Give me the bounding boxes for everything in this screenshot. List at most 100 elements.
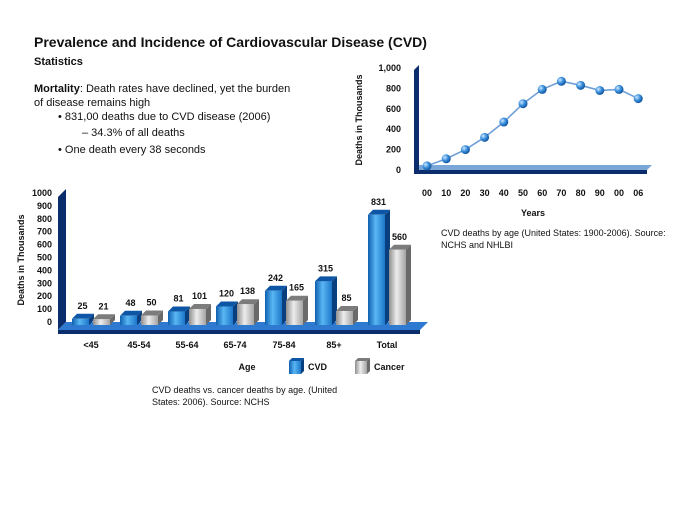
bullet-death-frequency: • One death every 38 seconds [58, 144, 206, 156]
slide-subtitle: Statistics [34, 56, 83, 68]
bar-cvd-side [89, 313, 94, 325]
bar-cancer-value-label: 138 [240, 286, 255, 296]
line-floor-top [414, 165, 652, 170]
bar-cancer-value-label: 85 [341, 293, 351, 303]
legend-swatch-side [367, 358, 370, 374]
line-point [480, 132, 490, 142]
legend-label-cvd: CVD [308, 362, 328, 372]
bar-cancer-side [353, 306, 358, 325]
line-wall [414, 65, 419, 174]
legend-swatch-cvd [289, 361, 301, 374]
line-point [460, 145, 470, 155]
bar-cvd-top [216, 301, 238, 307]
bar-cancer [141, 315, 158, 325]
legend-swatch-side [301, 358, 304, 374]
bar-cancer [189, 308, 206, 325]
mortality-label: Mortality [34, 83, 80, 95]
bar-cancer-top [189, 303, 211, 309]
line-point [576, 80, 586, 90]
line-ytick-label: 1,000 [378, 63, 401, 73]
bar-cancer-top [286, 295, 308, 301]
line-yaxis-label: Deaths in Thousands [354, 74, 364, 165]
bar-cancer-top [336, 306, 358, 312]
line-xtick-label: 50 [518, 188, 528, 198]
bar-cancer-top [141, 310, 163, 316]
bar-cvd-value-label: 81 [173, 294, 183, 304]
bar-cvd-top [168, 306, 190, 312]
line-ytick-label: 400 [386, 124, 401, 134]
bar-chart-caption: CVD deaths vs. cancer deaths by age. (Un… [152, 385, 338, 407]
bar-cvd-value-label: 25 [77, 301, 87, 311]
line-xtick-label: 00 [422, 188, 432, 198]
line-xtick-label: 40 [499, 188, 509, 198]
bar-ytick-label: 1000 [32, 188, 52, 198]
bar-yaxis-label: Deaths in Thousands [16, 214, 26, 305]
bullet-cvd-deaths: • 831,00 deaths due to CVD disease (2006… [58, 111, 271, 123]
bar-wall [58, 189, 66, 330]
bar-cvd-top [315, 276, 337, 282]
line-ytick-label: 200 [386, 145, 401, 155]
bar-category-label: 65-74 [223, 340, 246, 350]
line-xtick-label: 70 [556, 188, 566, 198]
legend-label-cancer: Cancer [374, 362, 405, 372]
line-xtick-label: 10 [441, 188, 451, 198]
bar-cvd-side [385, 209, 390, 325]
line-point [595, 85, 605, 95]
bar-cancer-side [110, 314, 115, 325]
line-point [518, 99, 528, 109]
bar-cvd-value-label: 315 [318, 263, 333, 273]
slide-title: Prevalence and Incidence of Cardiovascul… [34, 34, 427, 50]
line-xtick-label: 30 [480, 188, 490, 198]
bar-cancer-side [406, 244, 411, 325]
line-ytick-label: 0 [396, 165, 401, 175]
bar-xaxis-label: Age [238, 362, 255, 372]
legend-swatch-cancer [355, 361, 367, 374]
bar-cvd [216, 306, 233, 325]
bar-ytick-label: 700 [37, 227, 52, 237]
line-ytick-label: 800 [386, 83, 401, 93]
mortality-paragraph: Mortality: Death rates have declined, ye… [34, 82, 294, 110]
bar-cancer-value-label: 101 [192, 291, 207, 301]
bar-ytick-label: 600 [37, 240, 52, 250]
line-xtick-label: 80 [576, 188, 586, 198]
bar-ytick-label: 100 [37, 304, 52, 314]
bar-cvd-side [137, 310, 142, 325]
bullet-percent-deaths: – 34.3% of all deaths [82, 127, 185, 139]
bar-cancer-top [389, 244, 411, 250]
bar-cancer-value-label: 165 [289, 283, 304, 293]
bar-cancer [93, 319, 110, 325]
bar-cancer-value-label: 50 [146, 298, 156, 308]
line-xtick-label: 90 [595, 188, 605, 198]
bar-cvd-value-label: 48 [125, 298, 135, 308]
bar-category-label: 85+ [326, 340, 341, 350]
bar-cvd [368, 214, 385, 325]
line-point [441, 154, 451, 164]
line-xaxis-label: Years [521, 208, 545, 218]
bar-cancer [237, 304, 254, 325]
line-ytick-label: 600 [386, 104, 401, 114]
bar-cvd [265, 290, 282, 325]
bar-cvd-top [72, 313, 94, 319]
bar-cancer-side [206, 303, 211, 325]
bar-cancer-top [237, 299, 259, 305]
mortality-text: : Death rates have declined, yet the bur… [34, 83, 291, 109]
line-point [556, 76, 566, 86]
bar-cancer-top [93, 314, 115, 320]
bar-ytick-label: 400 [37, 265, 52, 275]
bar-cvd [72, 318, 89, 325]
line-point [422, 161, 432, 171]
bar-ytick-label: 200 [37, 291, 52, 301]
bar-cancer-side [303, 295, 308, 325]
line-series-cvd [426, 80, 639, 167]
line-point [499, 117, 509, 127]
bar-cvd-side [332, 276, 337, 325]
bar-cancer [286, 300, 303, 325]
line-xtick-label: 20 [460, 188, 470, 198]
bar-cancer-value-label: 560 [392, 232, 407, 242]
line-xtick-label: 00 [614, 188, 624, 198]
bar-category-label: 75-84 [272, 340, 295, 350]
bar-ytick-label: 0 [47, 317, 52, 327]
bar-category-label: 55-64 [175, 340, 198, 350]
bar-ytick-label: 500 [37, 253, 52, 263]
